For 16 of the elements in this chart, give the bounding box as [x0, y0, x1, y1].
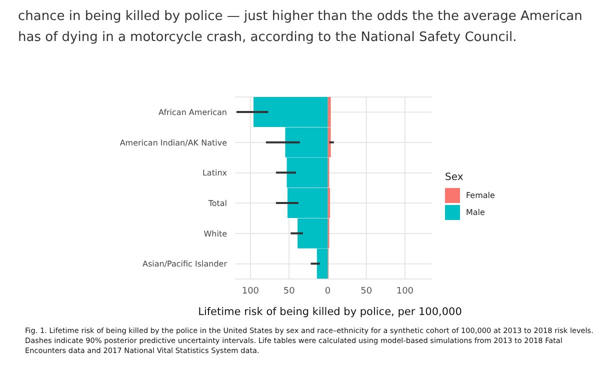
y-tick-label: White — [204, 229, 228, 238]
legend-title: Sex — [445, 172, 464, 183]
y-tick-label: American Indian/AK Native — [120, 138, 228, 148]
y-tick-label: Latinx — [202, 168, 228, 178]
y-tick-label: African American — [158, 108, 227, 118]
x-axis-title: Lifetime risk of being killed by police, per 100,000 — [197, 306, 463, 318]
legend-label: Male — [466, 208, 485, 217]
text: chance in being killed by police — just higher than the odds the the average American has of dying in a motorcycle crash, according to the National Safety Council. — [18, 8, 584, 47]
x-tick-label: 50 — [283, 286, 296, 296]
x-tick-label: 50 — [360, 286, 372, 296]
y-tick-label: Asian/Pacific Islander — [142, 260, 228, 269]
x-tick-label: 100 — [242, 286, 260, 296]
x-tick-label: 100 — [396, 286, 414, 296]
x-tick-label: 0 — [324, 286, 331, 296]
legend-label: Female — [466, 191, 495, 200]
y-tick-label: Total — [207, 199, 227, 208]
